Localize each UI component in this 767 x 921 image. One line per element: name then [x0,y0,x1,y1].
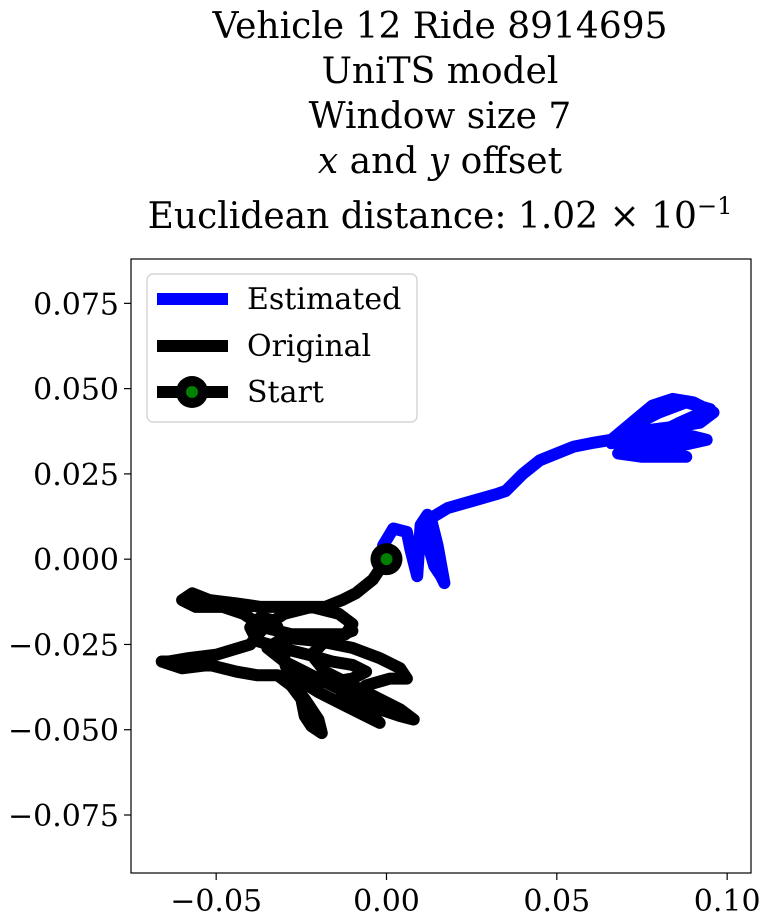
start-marker-center [380,553,393,566]
series-layer [155,392,720,740]
title-offset: offset [449,141,563,182]
legend-label-original: Original [247,329,371,364]
y-axis: 0.075 0.050 0.025 0.000 −0.025 −0.050 −0.075 [8,287,131,834]
legend: Estimated Original Start [146,273,418,423]
legend-label-start: Start [247,375,324,410]
x-tick-label: 0.05 [523,884,590,919]
title-and: and [338,141,429,182]
title-line-4: x and y offset [120,139,760,184]
x-tick-label: 0.00 [353,884,420,919]
y-tick-label: 0.025 [33,458,119,493]
y-tick-label: 0.075 [33,287,119,322]
y-tick-label: −0.075 [8,799,119,834]
legend-start-marker-inner [186,386,198,398]
title-line-2: UniTS model [321,51,559,92]
x-tick-label: −0.05 [170,884,262,919]
title-line-5: Euclidean distance: 1.02 × 10−1 [120,184,760,239]
title-var-x: x [317,141,339,182]
y-tick-label: 0.050 [33,373,119,408]
title-line-3: Window size 7 [308,96,572,137]
y-tick-label: −0.025 [8,628,119,663]
series-line-estimated [377,392,720,590]
x-tick-label: 0.10 [694,884,761,919]
x-axis: −0.05 0.00 0.05 0.10 [170,873,761,919]
title-exponent: −1 [696,192,733,220]
legend-label-estimated: Estimated [247,282,401,317]
y-tick-label: −0.050 [8,714,119,749]
series-line-original [155,553,420,740]
legend-box [146,273,418,423]
y-tick-label: 0.000 [33,543,119,578]
title-line-1: Vehicle 12 Ride 8914695 [212,6,668,47]
title-distance: Euclidean distance: 1.02 × 10 [147,196,697,237]
title-var-y: y [428,141,450,182]
plot-frame [130,258,752,874]
chart-title: Vehicle 12 Ride 8914695 UniTS model Wind… [0,4,767,239]
